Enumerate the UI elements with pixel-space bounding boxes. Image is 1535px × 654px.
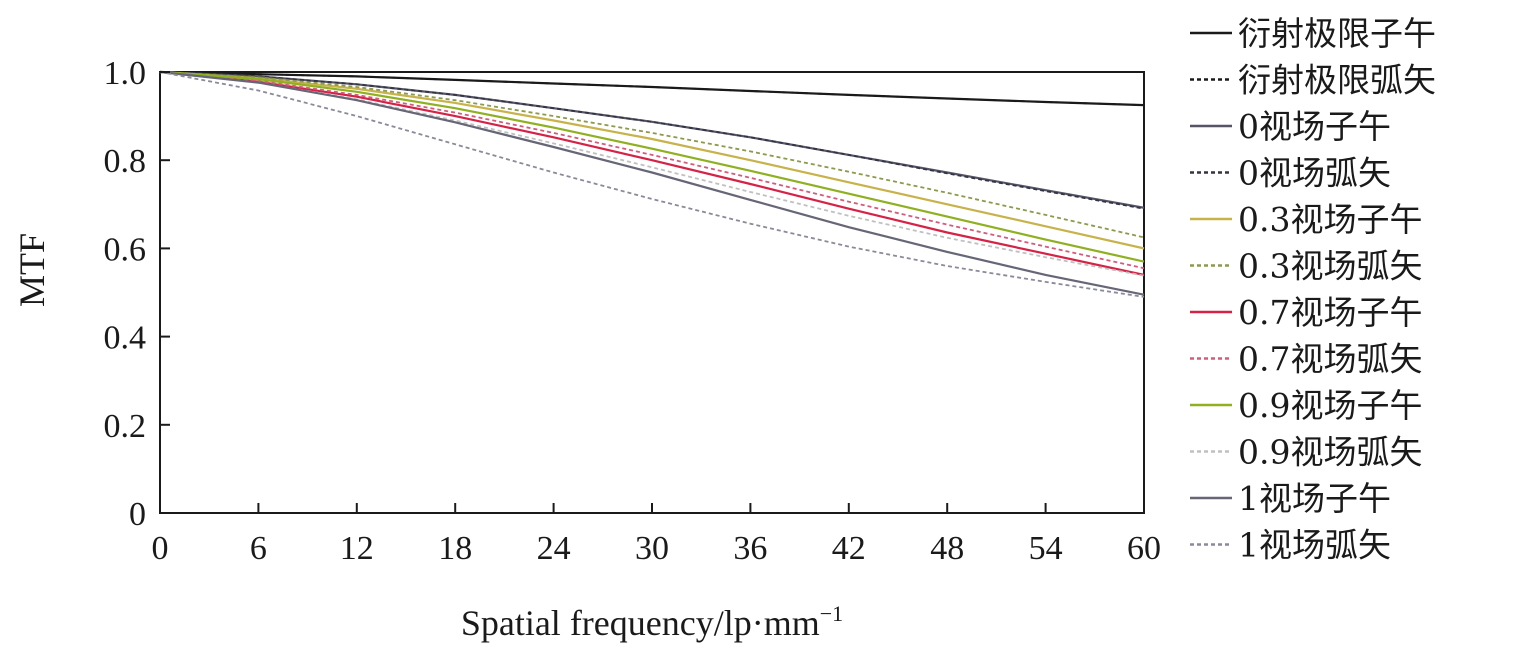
series-line-4 (159, 70, 1145, 250)
x-tick-label: 0 (152, 530, 169, 567)
legend-label: 0.7视场子午 (1238, 293, 1422, 332)
y-tick-label: 1.0 (104, 55, 147, 92)
y-tick-label: 0.2 (104, 408, 147, 445)
series-line-7 (159, 71, 1145, 270)
y-tick-label: 0 (129, 496, 146, 533)
x-tick-label: 36 (733, 530, 767, 567)
x-tick-label: 30 (635, 530, 669, 567)
x-tick-label: 6 (250, 530, 267, 567)
x-tick-label: 24 (537, 530, 571, 567)
series-line-6 (159, 70, 1145, 276)
x-tick-label: 42 (832, 530, 866, 567)
series-line-8 (159, 70, 1145, 263)
y-tick-label: 0.4 (104, 320, 147, 357)
legend-label: 0.9视场子午 (1238, 386, 1422, 425)
series-line-1 (159, 71, 1145, 106)
legend-label: 0.9视场弧矢 (1238, 433, 1422, 472)
legend-label: 衍射极限弧矢 (1238, 61, 1436, 100)
x-axis-title-superscript: −1 (820, 601, 843, 626)
x-tick-label: 12 (340, 530, 374, 567)
legend-label: 0视场弧矢 (1238, 154, 1391, 193)
legend-label: 0.3视场弧矢 (1238, 247, 1422, 286)
x-tick-label: 60 (1127, 530, 1161, 567)
y-axis-title: MTF (12, 233, 52, 307)
legend-label: 0.7视场弧矢 (1238, 340, 1422, 379)
legend-label: 衍射极限子午 (1238, 14, 1436, 53)
series-line-5 (159, 71, 1145, 239)
x-axis-ticks: 0 6 12 18 24 30 36 42 48 54 60 (152, 503, 1161, 567)
x-axis-title: Spatial frequency/lp·mm−1 (461, 601, 843, 643)
x-axis-title-main: Spatial frequency/lp·mm (461, 603, 820, 643)
x-tick-label: 48 (930, 530, 964, 567)
y-tick-label: 0.6 (104, 231, 147, 268)
series-line-10 (159, 70, 1145, 296)
legend-label: 0视场子午 (1238, 107, 1391, 146)
x-tick-label: 18 (438, 530, 472, 567)
y-tick-label: 0.8 (104, 143, 147, 180)
y-axis-ticks: 0 0.2 0.4 0.6 0.8 1.0 (104, 55, 170, 533)
series-line-3 (159, 71, 1145, 210)
legend-label: 1视场弧矢 (1238, 526, 1391, 565)
x-tick-label: 54 (1029, 530, 1063, 567)
series-lines (159, 70, 1145, 298)
legend-label: 1视场子午 (1238, 479, 1391, 518)
legend-label: 0.3视场子午 (1238, 200, 1422, 239)
